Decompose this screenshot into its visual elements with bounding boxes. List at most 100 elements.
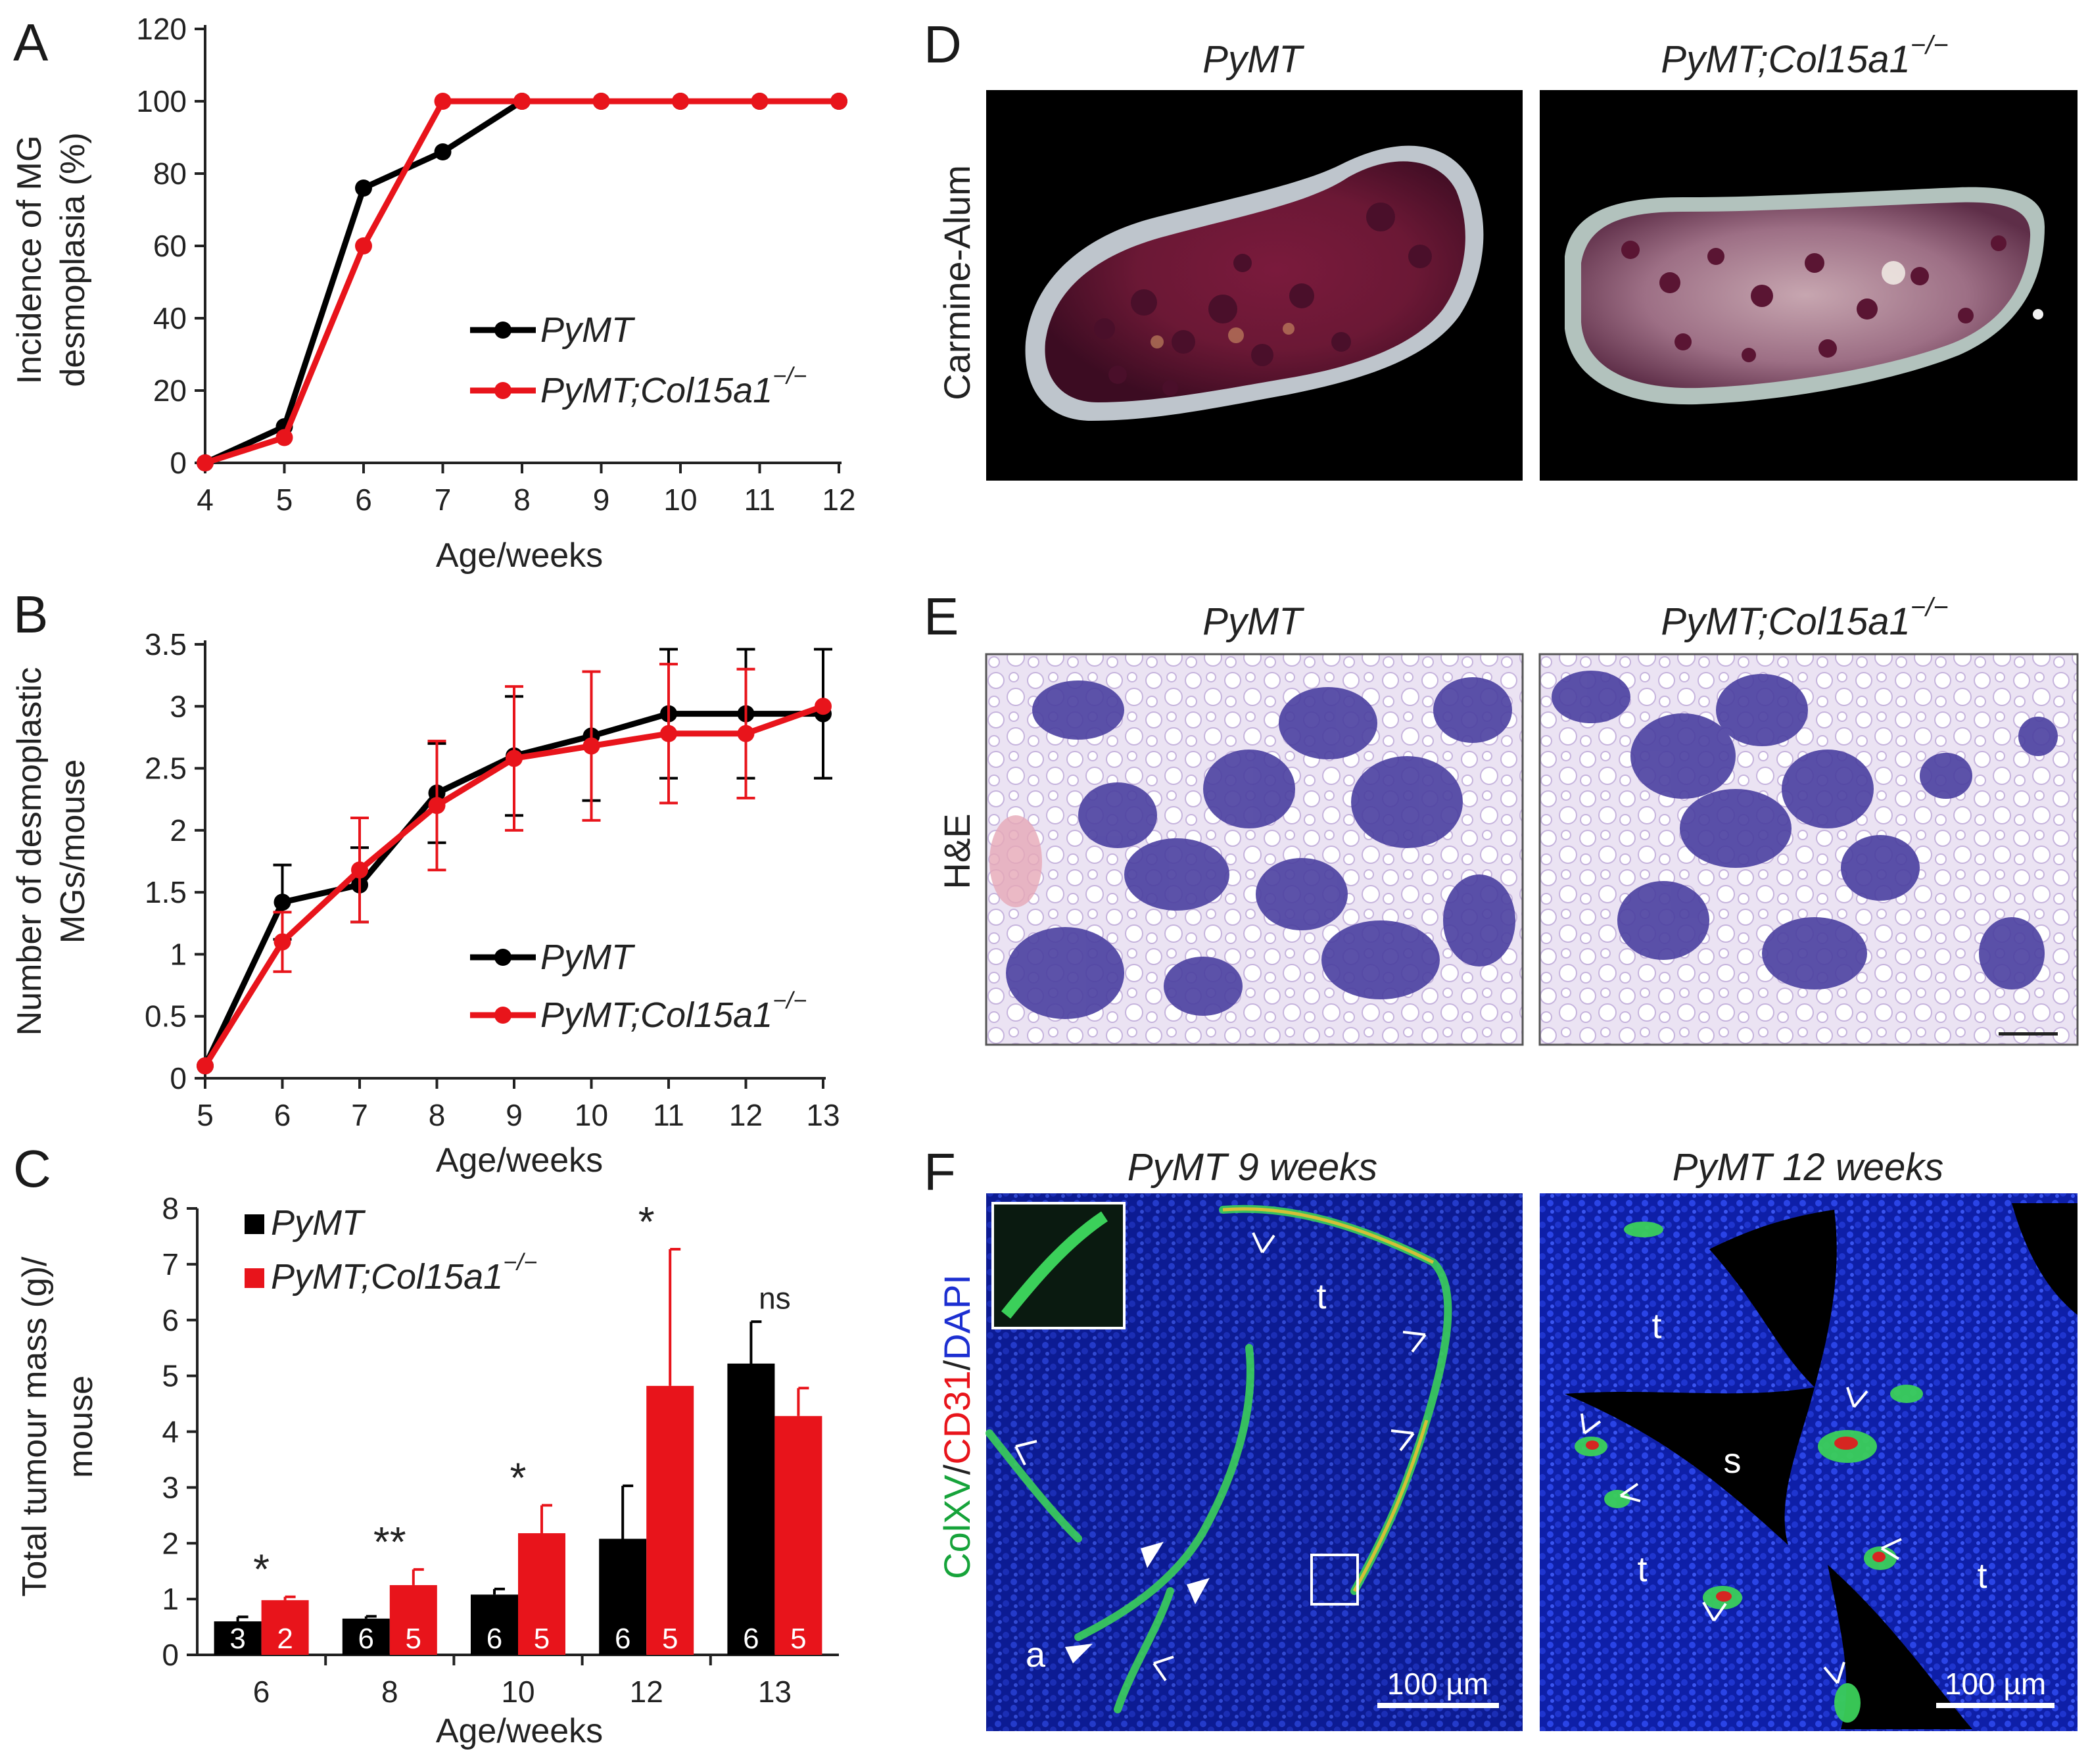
panel-letter-a: A — [13, 13, 49, 72]
a-data-point — [434, 143, 452, 160]
c-n-label: 5 — [406, 1623, 421, 1655]
b-y-tick-label: 3.5 — [145, 627, 187, 661]
c-bar — [599, 1538, 647, 1655]
c-bar — [727, 1363, 775, 1655]
c-n-label: 6 — [487, 1623, 502, 1655]
c-n-label: 6 — [743, 1623, 759, 1655]
b-data-point — [197, 1057, 214, 1075]
d-row-label: Carmine-Alum — [936, 165, 978, 400]
c-y-tick-label: 8 — [162, 1191, 179, 1226]
b-xlabel: Age/weeks — [436, 1141, 603, 1180]
a-plot-area — [197, 25, 847, 471]
b-x-tick-label: 12 — [729, 1098, 763, 1132]
c-significance-marker: * — [253, 1546, 270, 1593]
c-xlabel: Age/weeks — [436, 1712, 603, 1750]
c-legend-swatch-pymt — [245, 1214, 264, 1234]
panel-f: F PyMT 9 weeks PyMT 12 weeks ColXV/CD31/… — [924, 1143, 2078, 1731]
d-image-pymt — [986, 90, 1523, 481]
a-data-point — [197, 454, 214, 471]
c-y-tick-label: 6 — [162, 1303, 179, 1337]
b-legend-marker-col15 — [494, 1007, 511, 1024]
panel-e: E PyMT PyMT;Col15a1−/− H&E — [924, 587, 2079, 1046]
a-legend: PyMT PyMT;Col15a1−/− — [470, 310, 807, 410]
b-data-point — [273, 894, 291, 911]
a-x-tick-label: 10 — [663, 483, 697, 517]
c-ylabel-line2: mouse — [62, 1375, 100, 1478]
c-plot-area: 3 2*6 5**6 5*6 5*6 5ns — [196, 1198, 839, 1656]
b-x-tick-label: 8 — [429, 1098, 446, 1132]
a-legend-label-pymt: PyMT — [540, 310, 636, 350]
c-bar — [342, 1618, 390, 1655]
c-y-ticks: 0 1 2 3 4 5 6 7 8 — [162, 1191, 197, 1672]
c-bar-group: 3 — [214, 1615, 262, 1655]
f-row-label: ColXV/CD31/DAPI — [936, 1274, 978, 1579]
b-y-tick-label: 0 — [170, 1061, 187, 1095]
a-ylabel-line1: Incidence of MG — [11, 135, 49, 385]
c-bar-group: 6 — [471, 1587, 518, 1655]
a-data-point — [751, 93, 769, 110]
a-x-tick-label: 11 — [744, 483, 776, 517]
a-data-point — [355, 179, 372, 197]
a-legend-label-col15: PyMT;Col15a1−/− — [540, 362, 807, 410]
a-y-tick-label: 120 — [136, 12, 187, 46]
b-series-1 — [197, 663, 832, 1075]
c-bar — [774, 1416, 822, 1655]
c-n-label: 3 — [229, 1623, 245, 1655]
a-data-point — [830, 93, 847, 110]
a-legend-marker-col15 — [494, 382, 511, 399]
b-x-ticks: 5 6 7 8 9 10 11 12 13 — [197, 1078, 840, 1132]
c-y-tick-label: 2 — [162, 1526, 179, 1560]
b-y-tick-label: 1 — [170, 937, 187, 971]
b-x-tick-label: 9 — [506, 1098, 523, 1132]
panel-a: A 0 20 40 60 80 100 120 4 5 6 7 8 9 10 11 12 Incidence… — [11, 12, 856, 575]
c-n-label: 6 — [615, 1623, 630, 1655]
c-legend-label-pymt: PyMT — [271, 1203, 366, 1243]
c-n-label: 5 — [662, 1623, 678, 1655]
c-significance-marker: ns — [759, 1281, 791, 1315]
f-left-label-t: t — [1316, 1277, 1326, 1316]
f-right-label-t1: t — [1651, 1306, 1661, 1346]
b-y-tick-label: 3 — [170, 689, 187, 723]
c-x-ticks: 6 8 10 12 13 — [253, 1655, 792, 1709]
e-title-pymt: PyMT — [1202, 600, 1304, 643]
a-y-tick-label: 100 — [136, 84, 187, 118]
c-bar-group: 6 — [342, 1615, 390, 1655]
f-right-label-t2: t — [1637, 1550, 1647, 1589]
f-left-label-a: a — [1026, 1635, 1046, 1675]
c-y-tick-label: 4 — [162, 1415, 179, 1449]
b-ylabel-line1: Number of desmoplastic — [11, 667, 49, 1036]
b-y-tick-label: 1.5 — [145, 875, 187, 909]
b-data-point — [737, 725, 755, 742]
c-y-tick-label: 0 — [162, 1638, 179, 1672]
b-data-point — [351, 861, 368, 879]
c-y-tick-label: 3 — [162, 1470, 179, 1504]
c-bar-group: 2 — [261, 1595, 309, 1655]
a-data-point — [672, 93, 689, 110]
c-n-label: 6 — [358, 1623, 374, 1655]
c-n-label: 5 — [790, 1623, 806, 1655]
f-right-label-t3: t — [1977, 1556, 1987, 1596]
c-significance-marker: * — [638, 1198, 655, 1245]
c-y-tick-label: 5 — [162, 1359, 179, 1393]
b-ylabel-line2: MGs/mouse — [54, 759, 92, 943]
c-y-tick-label: 1 — [162, 1582, 179, 1616]
c-n-label: 2 — [277, 1623, 293, 1655]
f-title-12-weeks: PyMT 12 weeks — [1673, 1146, 1944, 1189]
c-bar-group: 5 — [518, 1504, 565, 1655]
c-legend-swatch-col15 — [245, 1268, 264, 1288]
a-x-tick-label: 8 — [513, 483, 531, 517]
f-scale-bar-left: 100 µm — [1387, 1667, 1488, 1701]
f-image-9-weeks: t a 100 µm — [986, 1193, 1523, 1731]
e-image-col15 — [1538, 653, 2079, 1046]
a-data-point — [434, 93, 452, 110]
a-x-ticks: 4 5 6 7 8 9 10 11 12 — [197, 463, 856, 517]
panel-b: B 0 0.5 1 1.5 2 2.5 3 3.5 5 6 7 8 9 10 11 12 13 Number … — [11, 585, 840, 1180]
c-bar — [389, 1585, 437, 1655]
a-data-point — [355, 237, 372, 254]
panel-letter-c: C — [13, 1139, 51, 1198]
a-x-tick-label: 12 — [822, 483, 855, 517]
a-x-tick-label: 6 — [355, 483, 372, 517]
c-legend: PyMT PyMT;Col15a1−/− — [245, 1203, 537, 1297]
